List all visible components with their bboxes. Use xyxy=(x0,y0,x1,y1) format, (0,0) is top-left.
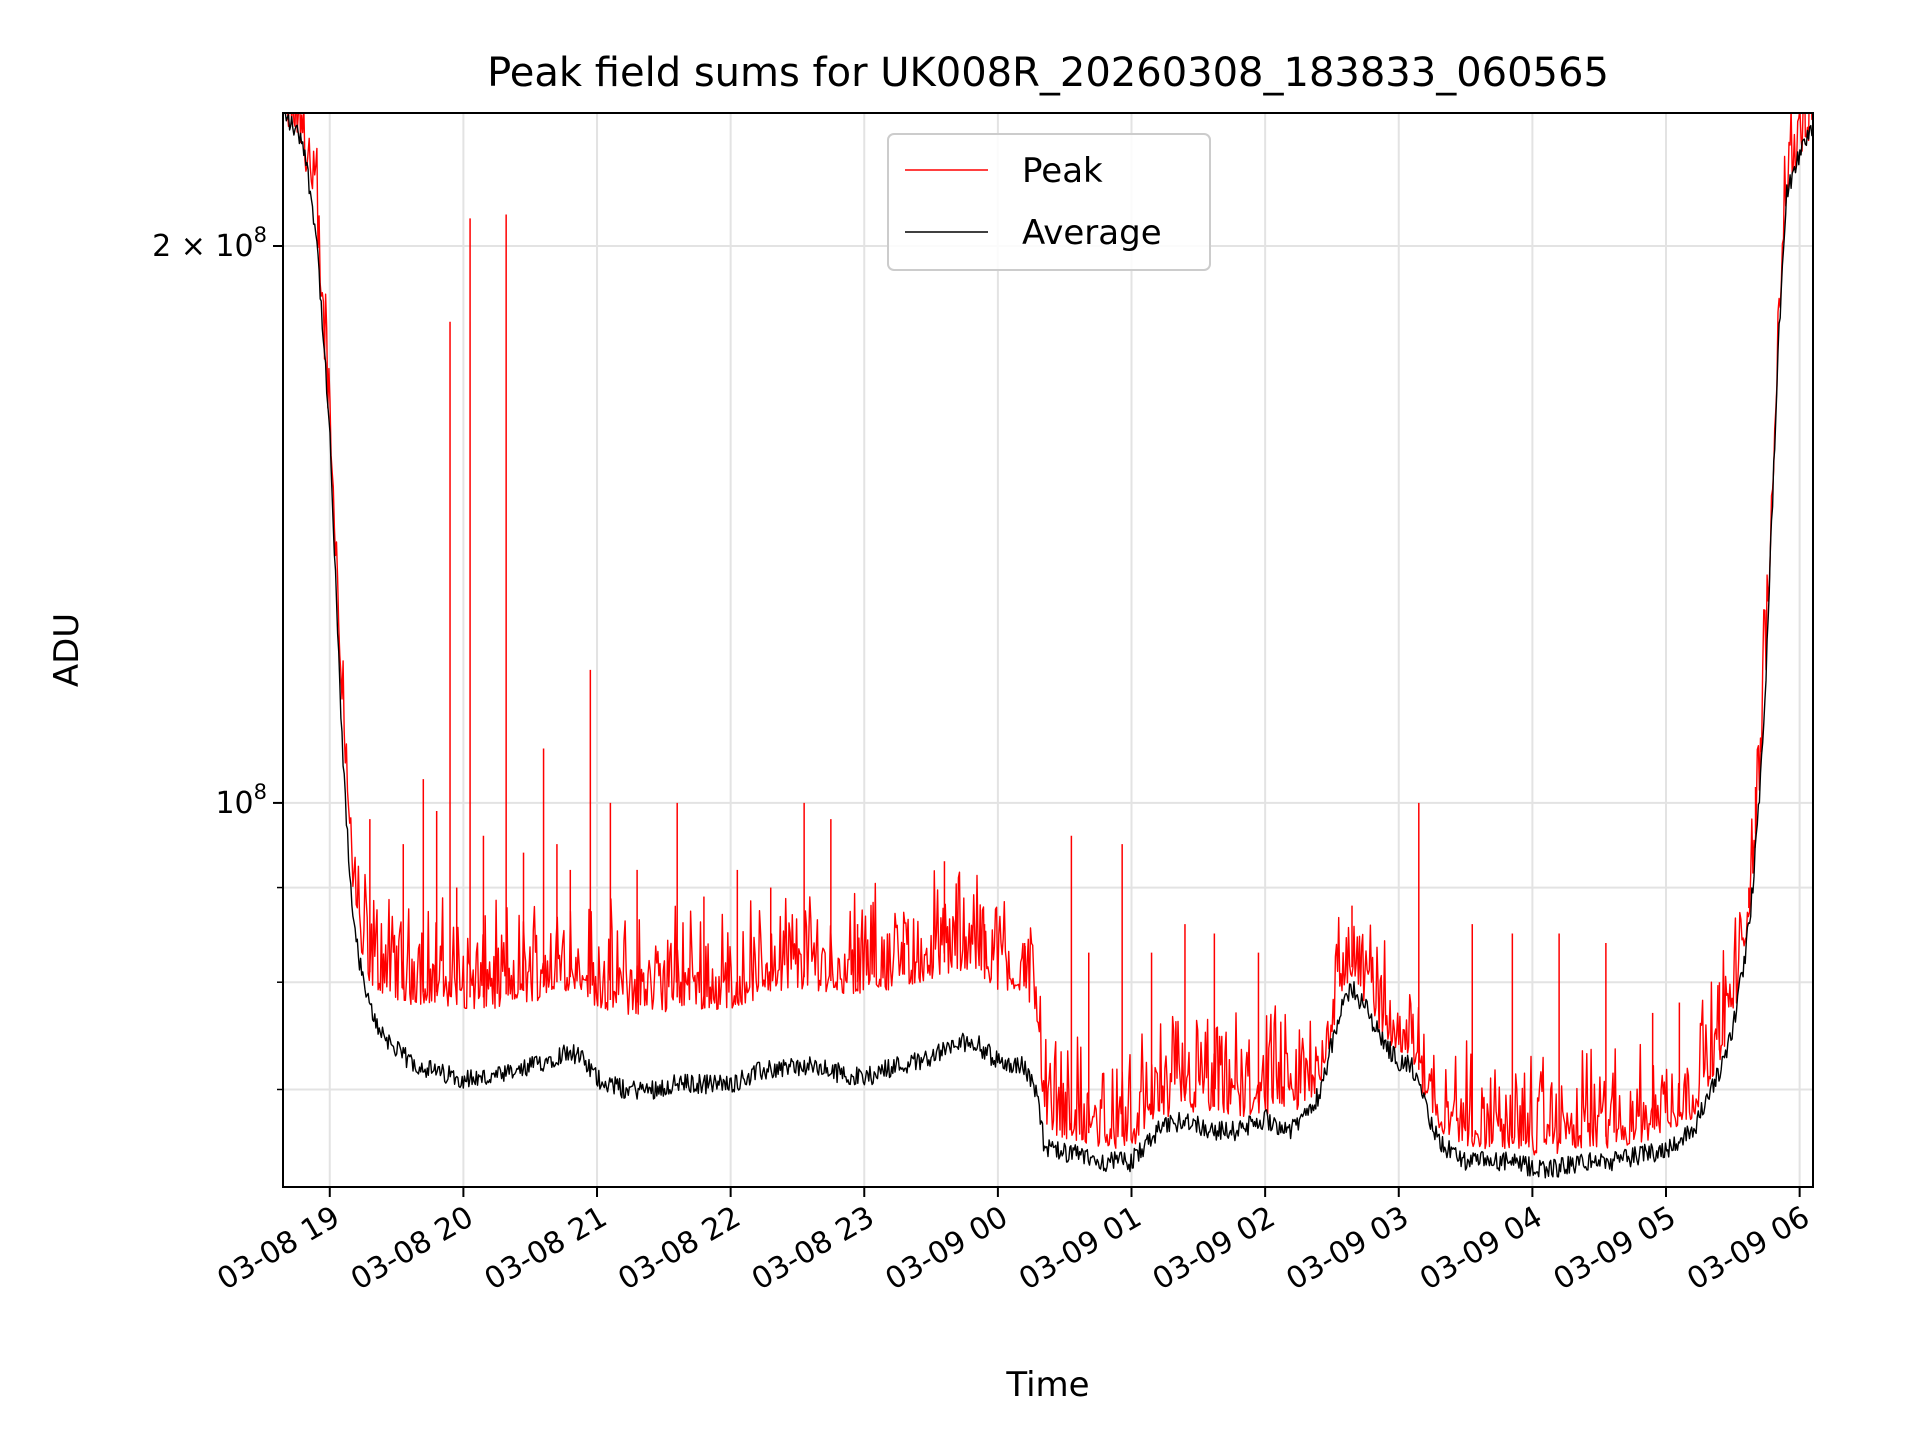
legend-average-label: Average xyxy=(1022,213,1162,253)
y-tick-label-exponent: 8 xyxy=(254,780,267,804)
legend-box xyxy=(887,133,1211,271)
series-average-line xyxy=(284,113,1813,1179)
plot-frame xyxy=(282,112,1814,1188)
y-tick-label-base: 10 xyxy=(215,786,253,821)
legend-peak-label: Peak xyxy=(1022,151,1103,191)
plot-area xyxy=(284,113,1813,1179)
y-tick-label: 2 × 108 xyxy=(152,223,267,264)
legend: Peak Average xyxy=(887,133,1211,271)
y-tick-label-base: 2 × 10 xyxy=(152,229,253,264)
x-axis-label: Time xyxy=(1005,1365,1089,1405)
series-peak-line xyxy=(286,113,1813,1156)
chart-title: Peak field sums for UK008R_20260308_1838… xyxy=(487,50,1609,96)
y-tick-label: 108 xyxy=(215,780,267,821)
y-tick-label-exponent: 8 xyxy=(254,223,267,247)
y-axis-label: ADU xyxy=(47,613,87,687)
